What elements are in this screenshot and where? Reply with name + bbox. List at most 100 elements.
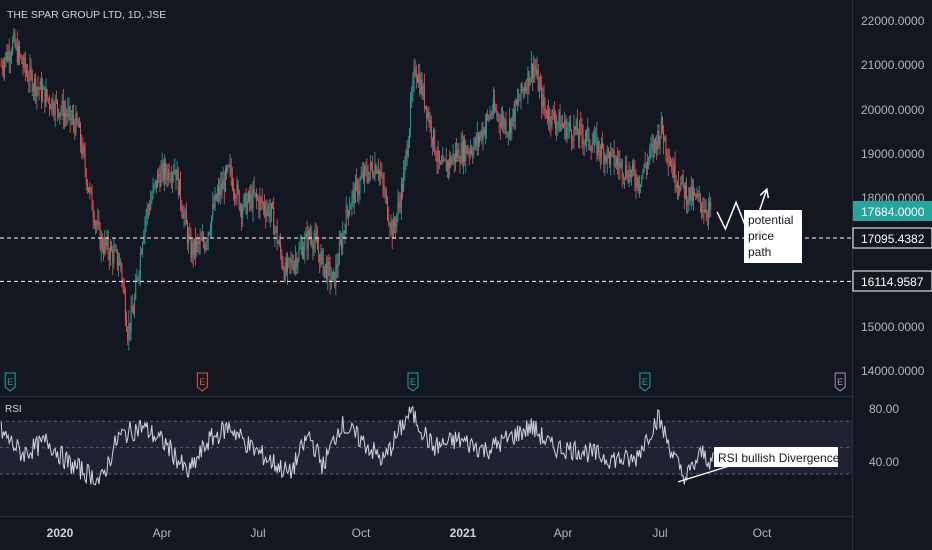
candle-body xyxy=(652,143,654,152)
candle-body xyxy=(224,168,226,192)
candle-body xyxy=(247,192,249,202)
rsi-tick-label: 80.00 xyxy=(869,402,899,416)
candle-body xyxy=(16,43,18,63)
candle-body xyxy=(695,193,697,198)
potential-price-path-note[interactable]: potential price path xyxy=(744,210,802,263)
candle-body xyxy=(345,206,347,234)
candle-body xyxy=(227,165,229,171)
candle-body xyxy=(183,214,185,219)
earnings-marker-icon[interactable] xyxy=(834,372,846,392)
note-box xyxy=(744,210,802,263)
candle-body xyxy=(295,257,297,263)
candle-body xyxy=(50,106,52,110)
candle-body xyxy=(632,163,633,171)
candle-body xyxy=(640,184,642,187)
candle-body xyxy=(153,184,155,187)
candle-body xyxy=(105,239,107,246)
candle-body xyxy=(43,87,45,90)
candle-body xyxy=(457,148,459,158)
candle-body xyxy=(492,99,494,113)
candle-body xyxy=(289,258,291,263)
candle-body xyxy=(406,150,408,157)
candle-body xyxy=(76,113,78,123)
earnings-marker-icon[interactable] xyxy=(196,372,208,392)
candle-body xyxy=(583,140,585,145)
candle-body xyxy=(249,192,251,202)
rsi-divergence-note[interactable]: RSI bullish Divergence xyxy=(714,447,840,467)
candle-body xyxy=(234,191,236,199)
candle-body xyxy=(413,68,415,80)
candle-body xyxy=(404,160,406,173)
candle-body xyxy=(95,222,96,226)
candle-body xyxy=(468,151,470,154)
candle-body xyxy=(598,141,600,153)
earnings-marker-icon[interactable] xyxy=(639,372,651,392)
candle-body xyxy=(335,264,337,286)
candle-body xyxy=(63,112,65,121)
candle-body xyxy=(637,177,639,189)
candle-body xyxy=(37,87,39,89)
candle-body xyxy=(68,106,70,110)
candle-body xyxy=(653,138,655,152)
candle-body xyxy=(302,245,303,258)
candle-body xyxy=(693,191,694,202)
time-axis[interactable]: 2020 Apr Jul Oct 2021 Apr Jul Oct xyxy=(47,526,772,540)
candle-body xyxy=(542,94,544,108)
candle-body xyxy=(4,60,6,71)
candle-body xyxy=(415,74,417,78)
candle-body xyxy=(419,74,421,93)
candle-body xyxy=(72,115,73,119)
earnings-marker-icon[interactable] xyxy=(4,372,16,392)
candle-body xyxy=(291,260,293,267)
candle-body xyxy=(666,152,668,157)
candle-body xyxy=(456,150,458,158)
candle-body xyxy=(604,155,606,164)
candle-body xyxy=(636,177,638,188)
candle-body xyxy=(199,239,201,245)
candle-body xyxy=(218,187,219,194)
note-line: path xyxy=(748,245,771,259)
candle-body xyxy=(80,124,81,144)
candle-body xyxy=(136,278,138,282)
candle-body xyxy=(459,161,461,164)
candle-body xyxy=(149,208,150,210)
candle-body xyxy=(651,143,653,148)
candle-body xyxy=(589,145,591,149)
current-price-badge xyxy=(853,201,932,221)
candle-body xyxy=(534,65,536,70)
candle-body xyxy=(574,126,576,131)
rsi-note-text: RSI bullish Divergence xyxy=(718,451,840,465)
price-tick-label: 15000.0000 xyxy=(861,320,925,334)
candle-body xyxy=(392,221,394,239)
candle-body xyxy=(610,150,612,165)
candle-body xyxy=(290,260,292,263)
candle-body xyxy=(229,164,231,166)
candle-body xyxy=(245,193,247,214)
candle-body xyxy=(78,124,80,128)
candle-body xyxy=(304,237,306,251)
candle-body xyxy=(107,237,109,254)
price-axis[interactable]: 22000.0000 21000.0000 20000.0000 19000.0… xyxy=(861,14,925,378)
note-line: potential xyxy=(748,213,793,227)
candle-body xyxy=(214,194,216,208)
candle-body xyxy=(9,56,11,61)
candle-body xyxy=(423,85,425,108)
candle-body xyxy=(287,258,288,272)
candle-body xyxy=(178,179,180,196)
earnings-marker-icon[interactable] xyxy=(407,372,419,392)
candle-body xyxy=(256,192,257,198)
candle-body xyxy=(481,131,483,140)
candle-body xyxy=(154,180,156,185)
candle-body xyxy=(682,174,684,184)
price-tick-label: 19000.0000 xyxy=(861,147,925,161)
candle-body xyxy=(620,161,622,163)
candle-body xyxy=(166,174,168,180)
candle-body xyxy=(262,203,264,205)
candle-body xyxy=(146,207,148,216)
candle-body xyxy=(530,63,532,79)
candle-body xyxy=(561,123,563,126)
candle-body xyxy=(187,224,188,244)
candle-body xyxy=(170,179,172,181)
